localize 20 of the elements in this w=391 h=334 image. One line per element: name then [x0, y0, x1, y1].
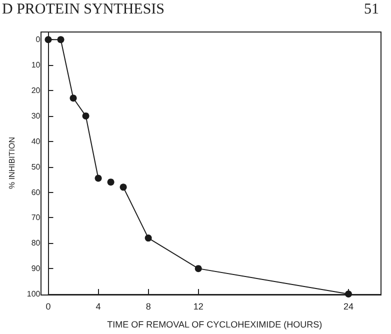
y-tick-label: 100 — [26, 290, 41, 298]
y-tick-label: 90 — [31, 264, 41, 274]
y-tick-label: 0 — [36, 35, 41, 44]
y-tick-label: 30 — [31, 111, 41, 120]
x-axis-title: TIME OF REMOVAL OF CYCLOHEXIMIDE (HOURS) — [107, 320, 322, 330]
x-tick-label: 0 — [46, 302, 51, 312]
y-tick-label: 80 — [31, 238, 41, 248]
x-tick-label: 4 — [96, 302, 101, 312]
x-tick-label: 12 — [193, 302, 204, 312]
text: D PROTEIN SYNTHESIS — [2, 2, 165, 18]
y-tick-label: 50 — [31, 162, 41, 172]
y-axis-title: % INHIBITION — [8, 136, 16, 190]
y-tick-label: 40 — [31, 136, 41, 146]
text: 51 — [364, 2, 379, 18]
x-tick-label: 8 — [146, 302, 151, 312]
x-tick-label: 24 — [343, 302, 354, 312]
y-tick-label: 10 — [31, 60, 41, 70]
y-tick-label: 60 — [31, 188, 41, 197]
y-tick-label: 20 — [31, 86, 41, 96]
y-tick-label: 70 — [31, 213, 41, 222]
